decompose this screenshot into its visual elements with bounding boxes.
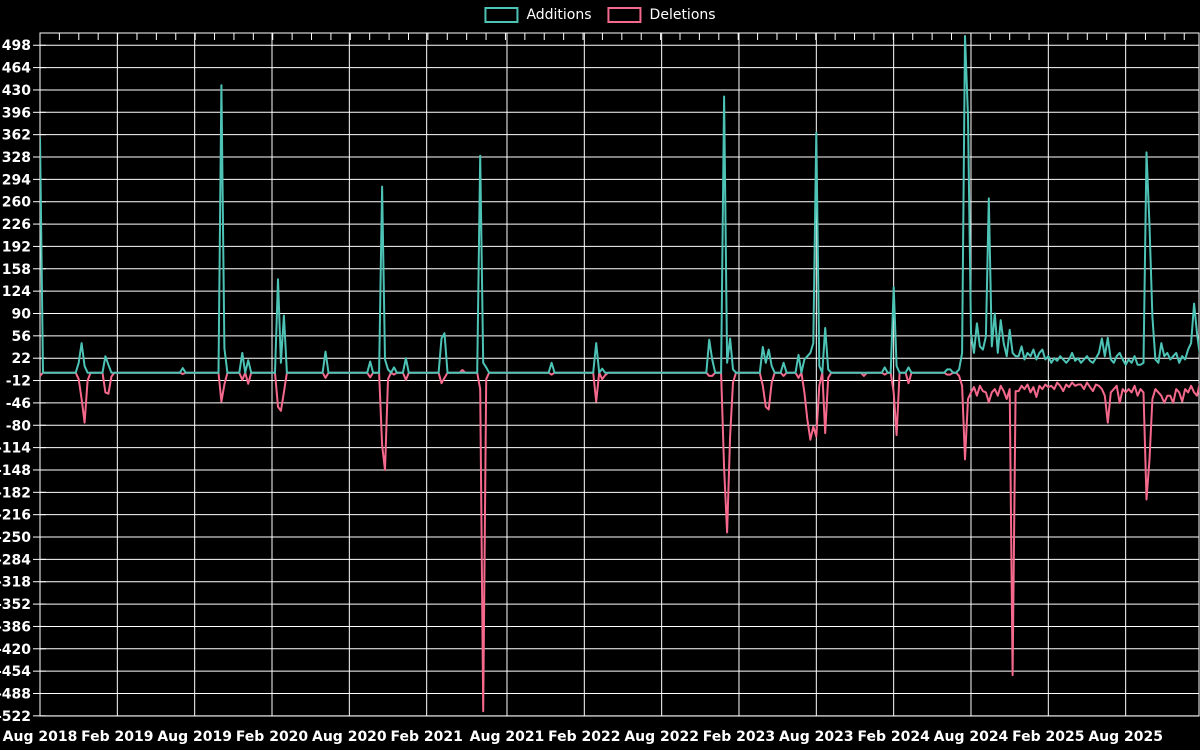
x-axis-tick-label: Feb 2025 [1012, 729, 1084, 745]
y-axis-tick-label: 362 [2, 128, 31, 144]
x-minor-ticks [39, 33, 1185, 40]
x-axis-tick-label: Aug 2022 [624, 729, 699, 745]
y-axis-tick-label: 192 [2, 239, 31, 255]
x-axis-tick-label: Feb 2019 [81, 729, 153, 745]
y-axis-tick-label: -12 [6, 374, 31, 390]
y-axis-tick-label: -216 [0, 508, 31, 524]
y-axis-tick-label: -522 [0, 709, 31, 725]
y-axis-tick-label: 430 [2, 83, 31, 99]
y-axis-tick-label: -284 [0, 552, 31, 568]
y-axis-tick-label: -488 [0, 687, 31, 703]
y-axis-tick-label: -182 [0, 485, 31, 501]
y-axis-tick-label: -80 [6, 418, 32, 434]
x-axis-tick-label: Feb 2023 [703, 729, 775, 745]
y-axis-tick-label: 328 [2, 150, 31, 166]
x-tick-labels: Aug 2018 Feb 2019 Aug 2019 Feb 2020 Aug 2020… [3, 729, 1163, 745]
deletions-legend-label: Deletions [649, 7, 716, 23]
y-axis-tick-label: -114 [0, 441, 31, 457]
legend-item-additions: Additions [484, 7, 592, 23]
y-axis-tick-label: -454 [0, 664, 31, 680]
y-axis-tick-label: 498 [2, 38, 31, 54]
chart-legend: Additions Deletions [484, 7, 716, 23]
x-axis-tick-label: Feb 2021 [390, 729, 462, 745]
plot-border [39, 32, 1200, 717]
y-axis-tick-label: 260 [2, 195, 31, 211]
x-gridlines [39, 33, 1127, 716]
y-axis-tick-label: -386 [0, 619, 31, 635]
deletions-swatch-icon [607, 7, 642, 23]
x-axis-tick-label: Feb 2022 [548, 729, 620, 745]
y-axis-tick-label: -420 [0, 642, 31, 658]
additions-swatch-icon [484, 7, 519, 23]
x-axis-tick-label: Feb 2024 [857, 729, 930, 745]
additions-line [40, 35, 1199, 374]
y-axis-tick-label: -250 [0, 530, 31, 546]
deletions-line [40, 369, 1199, 713]
y-axis-tick-label: -148 [0, 463, 31, 479]
y-axis-tick-label: 226 [2, 217, 31, 233]
additions-legend-label: Additions [526, 7, 592, 23]
y-axis-tick-label: 90 [12, 306, 32, 322]
y-axis-tick-label: 56 [12, 329, 31, 345]
x-axis-tick-label: Aug 2020 [312, 729, 387, 745]
x-axis-tick-label: Aug 2024 [934, 729, 1009, 745]
y-axis-tick-label: -318 [0, 575, 31, 591]
x-axis-tick-label: Aug 2021 [470, 729, 545, 745]
y-gridlines [33, 44, 1199, 717]
y-tick-labels: 498 464 430 396 362 328 294 260 226 192 158 124 90 56… [0, 38, 31, 725]
y-axis-tick-label: 124 [2, 284, 31, 300]
x-axis-tick-label: Aug 2023 [779, 729, 854, 745]
y-axis-tick-label: -352 [0, 597, 31, 613]
x-axis-tick-label: Aug 2025 [1088, 729, 1163, 745]
y-axis-tick-label: 396 [2, 105, 31, 121]
y-axis-tick-label: 294 [2, 172, 31, 188]
x-axis-tick-label: Aug 2019 [157, 729, 232, 745]
y-axis-tick-label: 22 [12, 351, 31, 367]
y-axis-tick-label: 158 [2, 262, 31, 278]
legend-item-deletions: Deletions [607, 7, 716, 23]
x-axis-tick-label: Feb 2020 [236, 729, 309, 745]
y-axis-tick-label: 464 [2, 61, 31, 77]
x-axis-tick-label: Aug 2018 [3, 729, 78, 745]
y-axis-tick-label: -46 [6, 396, 31, 412]
